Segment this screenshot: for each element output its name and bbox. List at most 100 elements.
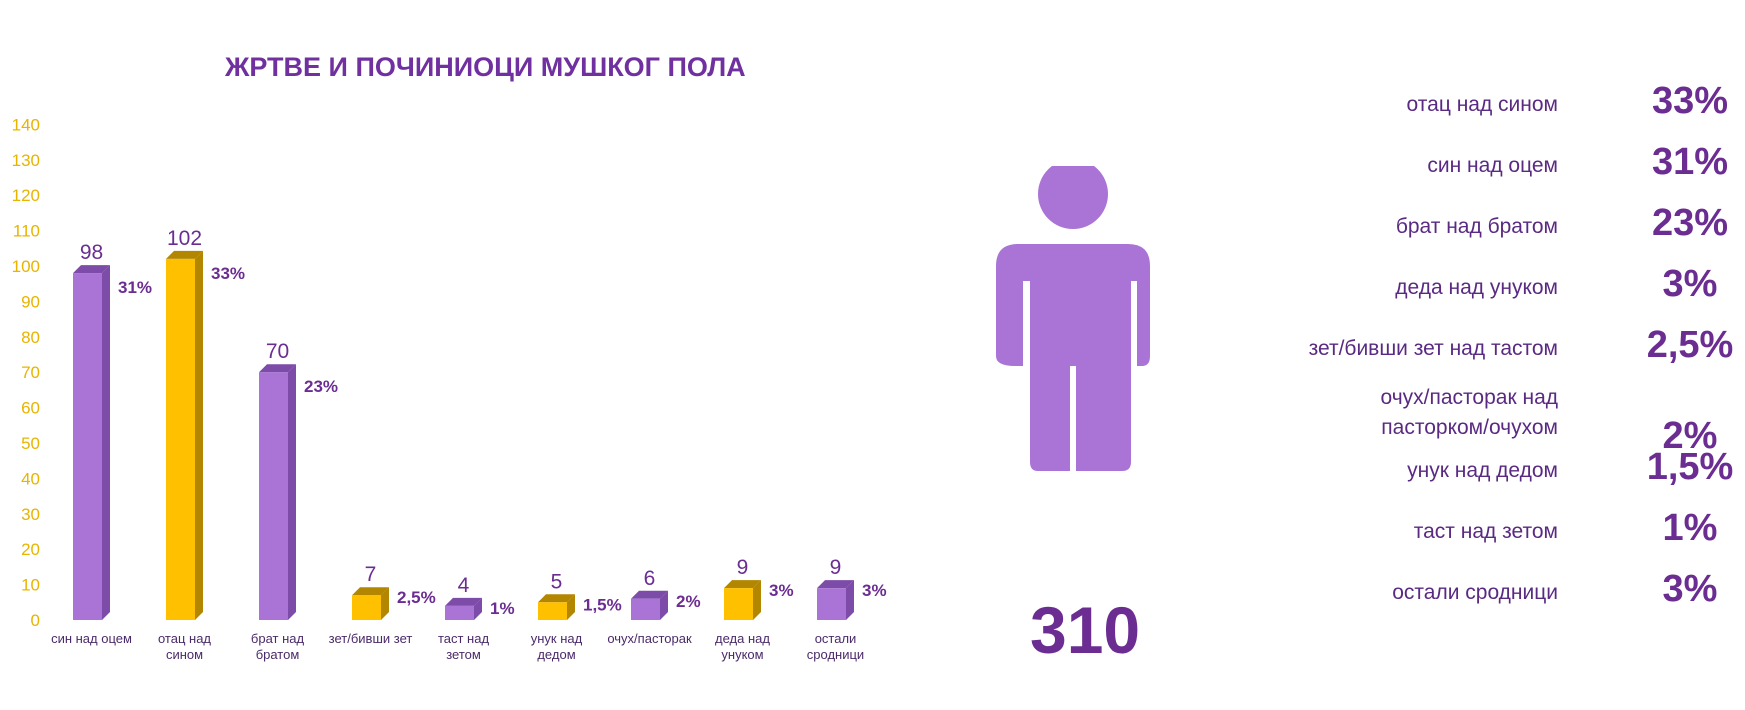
bar-value-label: 5 — [551, 570, 563, 593]
bar-value-label: 102 — [167, 227, 202, 250]
legend-percent: 2,5% — [1646, 324, 1734, 366]
legend-label-line: унук над дедом — [1407, 459, 1558, 482]
legend-label: унук над дедом — [1198, 456, 1558, 486]
y-tick-label: 50 — [21, 434, 40, 453]
legend-label-line: син над оцем — [1427, 154, 1558, 177]
legend-row: брат над братом 23% — [1140, 202, 1745, 252]
bar-side — [288, 364, 296, 620]
total-count: 310 — [1030, 593, 1141, 667]
bar-top — [73, 265, 110, 274]
legend-label-line: брат над братом — [1395, 215, 1558, 238]
y-tick-label: 110 — [13, 222, 40, 241]
legend-label-line: очух/пасторак над — [1380, 386, 1558, 409]
y-tick-label: 60 — [21, 399, 40, 418]
legend-label-line: таст над зетом — [1413, 520, 1558, 543]
bar — [73, 273, 102, 620]
x-category-label: унук над — [531, 631, 583, 646]
bar-percent-label: 3% — [862, 581, 887, 600]
y-tick-label: 130 — [12, 151, 40, 170]
x-category-label: деда над — [715, 631, 770, 646]
x-category-label: братом — [256, 647, 300, 662]
bar-value-label: 7 — [365, 563, 377, 586]
legend-percent: 3% — [1662, 568, 1718, 610]
legend-row: очух/пасторак над пасторком/очухом 2% — [1140, 385, 1745, 457]
person-body — [996, 244, 1150, 471]
legend-percent: 2% — [1662, 415, 1718, 457]
bar-top — [166, 250, 203, 259]
bar-value-label: 6 — [644, 567, 656, 590]
x-category-label: син над оцем — [51, 631, 132, 646]
x-category-label: отац над — [158, 631, 211, 646]
person-head — [1038, 166, 1108, 229]
legend-row: таст над зетом 1% — [1140, 507, 1745, 557]
bar-side — [381, 587, 389, 620]
legend-label-line: зет/бивши зет над тастом — [1308, 337, 1558, 360]
y-tick-label: 120 — [12, 186, 40, 205]
y-tick-label: 10 — [21, 576, 40, 595]
legend-label: отац над сином — [1198, 90, 1558, 120]
bar-top — [352, 587, 389, 596]
y-tick-label: 90 — [21, 292, 40, 311]
y-tick-label: 20 — [21, 540, 40, 559]
bar-value-label: 9 — [830, 556, 842, 579]
bar — [817, 588, 846, 620]
x-category-label: очух/пасторак — [607, 631, 692, 646]
legend-label-line: отац над сином — [1406, 93, 1558, 116]
bar-side — [846, 580, 854, 620]
bar-percent-label: 2,5% — [397, 588, 436, 607]
x-category-label: дедом — [537, 647, 575, 662]
legend-label-line: пасторком/очухом — [1381, 416, 1558, 439]
bar-top — [817, 580, 854, 589]
bar-percent-label: 31% — [118, 278, 152, 297]
bar — [631, 598, 660, 620]
x-category-label: зетом — [446, 647, 481, 662]
bar-top — [631, 590, 668, 599]
bar-top — [445, 597, 482, 606]
x-category-label: зет/бивши зет — [329, 631, 413, 646]
bar-top — [724, 580, 761, 589]
bar — [352, 595, 381, 620]
y-tick-label: 70 — [21, 363, 40, 382]
legend-percent: 33% — [1651, 80, 1729, 122]
legend-label: син над оцем — [1198, 151, 1558, 181]
legend-row: син над оцем 31% — [1140, 141, 1745, 191]
bar-percent-label: 3% — [769, 581, 794, 600]
bar — [259, 372, 288, 620]
y-tick-label: 140 — [12, 115, 40, 134]
y-tick-label: 30 — [21, 505, 40, 524]
legend-label: зет/бивши зет над тастом — [1198, 334, 1558, 364]
legend-label: брат над братом — [1198, 212, 1558, 242]
bar-percent-label: 33% — [211, 264, 245, 283]
bar-side — [195, 250, 203, 621]
bar-percent-label: 23% — [304, 377, 338, 396]
legend-label: остали сродници — [1198, 578, 1558, 608]
legend-label-line: деда над унуком — [1395, 276, 1558, 299]
legend-row: остали сродници 3% — [1140, 568, 1745, 618]
x-category-label: брат над — [251, 631, 305, 646]
bar-percent-label: 1% — [490, 599, 515, 618]
bar-value-label: 70 — [266, 340, 289, 363]
bar-side — [753, 580, 761, 620]
bar-value-label: 9 — [737, 556, 749, 579]
x-category-label: унуком — [721, 647, 763, 662]
legend-row: унук над дедом 1,5% — [1140, 446, 1745, 496]
legend-percent: 3% — [1662, 263, 1718, 305]
chart-title: ЖРТВЕ И ПОЧИНИОЦИ МУШКОГ ПОЛА — [225, 52, 746, 82]
legend-label: деда над унуком — [1198, 273, 1558, 303]
bar — [538, 602, 567, 620]
legend-percent: 23% — [1651, 202, 1729, 244]
bar-value-label: 98 — [80, 241, 103, 264]
bar-percent-label: 2% — [676, 592, 701, 611]
bar-side — [567, 594, 575, 620]
bar-top — [538, 594, 575, 603]
legend-row: зет/бивши зет над тастом 2,5% — [1140, 324, 1745, 374]
legend-percent: 1,5% — [1646, 446, 1734, 488]
bar-top — [259, 364, 296, 373]
x-category-label: сином — [166, 647, 203, 662]
legend-row: деда над унуком 3% — [1140, 263, 1745, 313]
y-tick-label: 80 — [21, 328, 40, 347]
bar-chart: 0 10 20 30 40 50 60 70 80 90 100 110 120 130 140 98 31% с… — [12, 115, 887, 662]
y-tick-label: 40 — [21, 469, 40, 488]
person-icon — [996, 166, 1150, 471]
bar-value-label: 4 — [458, 574, 470, 597]
